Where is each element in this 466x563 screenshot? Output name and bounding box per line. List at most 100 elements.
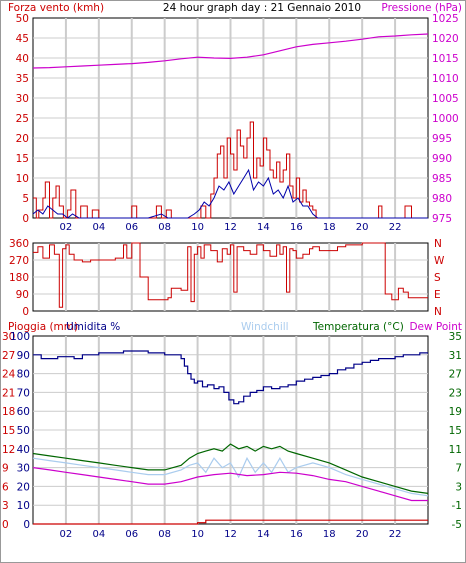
weather-x-tick-label: 06 bbox=[125, 529, 138, 540]
weather-x-tick-label: 22 bbox=[389, 529, 402, 540]
rain-y-tick-label: 12 bbox=[2, 444, 15, 456]
humidity-axis-title: Umidita % bbox=[66, 321, 120, 333]
chart-panels: 0510152025303540455097598098599099510001… bbox=[2, 13, 462, 540]
wind-y-tick-label: 10 bbox=[16, 173, 29, 185]
pressure-y-tick-label: 990 bbox=[432, 153, 452, 165]
humidity-y-tick-label: 70 bbox=[17, 387, 30, 399]
pressure-y-tick-label: 985 bbox=[432, 173, 452, 185]
weather-x-tick-label: 16 bbox=[290, 529, 303, 540]
humidity-y-tick-label: 0 bbox=[23, 519, 30, 531]
humidity-y-tick-label: 50 bbox=[17, 425, 30, 437]
weather-x-tick-label: 08 bbox=[158, 529, 171, 540]
pressure-y-tick-label: 980 bbox=[432, 193, 452, 205]
direction-y-tick-label: 180 bbox=[9, 272, 29, 284]
rain-y-tick-label: 21 bbox=[2, 387, 15, 399]
temperature-y-tick-label: 11 bbox=[449, 444, 462, 456]
compass-label: N bbox=[434, 238, 442, 250]
humidity-y-tick-label: 60 bbox=[17, 406, 30, 418]
pressure-y-tick-label: 1025 bbox=[432, 13, 459, 25]
pressure-y-tick-label: 975 bbox=[432, 213, 452, 225]
rain-series-line bbox=[33, 519, 428, 525]
weather-x-tick-label: 12 bbox=[224, 529, 237, 540]
rain-y-tick-label: 9 bbox=[2, 463, 9, 475]
rain-axis-title: Pioggia (mm) bbox=[8, 321, 78, 333]
dewpoint-label: Dew Point bbox=[409, 321, 462, 333]
wind-y-tick-label: 40 bbox=[16, 53, 29, 65]
gust-series-line bbox=[32, 168, 428, 219]
wind-y-tick-label: 0 bbox=[22, 213, 29, 225]
humidity-y-tick-label: 20 bbox=[17, 481, 30, 493]
pressure-series-line bbox=[32, 33, 429, 69]
wind-axis-title: Forza vento (kmh) bbox=[8, 2, 104, 14]
pressure-y-tick-label: 1000 bbox=[432, 113, 459, 125]
compass-label: N bbox=[434, 306, 442, 318]
pressure-y-tick-label: 1020 bbox=[432, 33, 459, 45]
temperature-y-tick-label: 3 bbox=[455, 481, 462, 493]
pressure-y-tick-label: 1005 bbox=[432, 93, 459, 105]
chart-title: 24 hour graph day : 21 Gennaio 2010 bbox=[163, 2, 361, 14]
wind-x-tick-label: 02 bbox=[60, 222, 73, 233]
weather-x-tick-label: 02 bbox=[60, 529, 73, 540]
wind-x-tick-label: 16 bbox=[290, 222, 303, 233]
humidity-y-tick-label: 100 bbox=[10, 331, 30, 343]
weather-x-tick-label: 20 bbox=[356, 529, 369, 540]
wind-y-tick-label: 45 bbox=[16, 33, 29, 45]
direction-y-tick-label: 360 bbox=[9, 238, 29, 250]
compass-label: S bbox=[434, 272, 441, 284]
wind-y-tick-label: 5 bbox=[22, 193, 29, 205]
humidity-y-tick-label: 30 bbox=[17, 463, 30, 475]
windchill-label: Windchill bbox=[241, 321, 289, 333]
temperature-y-tick-label: 19 bbox=[449, 406, 462, 418]
wind-y-tick-label: 15 bbox=[16, 153, 29, 165]
wind-y-tick-label: 20 bbox=[16, 133, 29, 145]
direction-y-tick-label: 0 bbox=[22, 306, 29, 318]
humidity-y-tick-label: 80 bbox=[17, 369, 30, 381]
rain-y-tick-label: 24 bbox=[2, 369, 16, 381]
rain-y-tick-label: 27 bbox=[2, 350, 15, 362]
temperature-y-tick-label: 35 bbox=[449, 331, 462, 343]
pressure-axis-title: Pressione (hPa) bbox=[381, 2, 462, 14]
weather-x-tick-label: 04 bbox=[92, 529, 105, 540]
wind-x-tick-label: 08 bbox=[158, 222, 171, 233]
wind-x-tick-label: 04 bbox=[92, 222, 105, 233]
wind-y-tick-label: 30 bbox=[16, 93, 29, 105]
temperature-y-tick-label: 15 bbox=[449, 425, 462, 437]
temperature-y-tick-label: -5 bbox=[452, 519, 462, 531]
wind-x-tick-label: 10 bbox=[191, 222, 204, 233]
windchill-series-line bbox=[32, 456, 429, 497]
pressure-y-tick-label: 1010 bbox=[432, 73, 459, 85]
humidity-y-tick-label: 40 bbox=[17, 444, 30, 456]
direction-y-tick-label: 270 bbox=[9, 255, 29, 267]
wind-y-tick-label: 50 bbox=[16, 13, 29, 25]
rain-y-tick-label: 3 bbox=[2, 500, 9, 512]
humidity-y-tick-label: 10 bbox=[17, 500, 30, 512]
wind-y-tick-label: 35 bbox=[16, 73, 29, 85]
wind-x-tick-label: 06 bbox=[125, 222, 138, 233]
wind-x-tick-label: 12 bbox=[224, 222, 237, 233]
weather-x-tick-label: 18 bbox=[323, 529, 336, 540]
rain-y-tick-label: 30 bbox=[2, 331, 15, 343]
wind-y-tick-label: 25 bbox=[16, 113, 29, 125]
weather-x-tick-label: 14 bbox=[257, 529, 270, 540]
temperature-y-tick-label: 23 bbox=[449, 387, 462, 399]
dewpoint-series-line bbox=[32, 467, 428, 502]
wind-x-tick-label: 20 bbox=[356, 222, 369, 233]
direction-y-tick-label: 90 bbox=[16, 289, 29, 301]
temperature-y-tick-label: -1 bbox=[452, 500, 462, 512]
rain-y-tick-label: 15 bbox=[2, 425, 15, 437]
wind-x-tick-label: 22 bbox=[389, 222, 402, 233]
wind-x-tick-label: 14 bbox=[257, 222, 270, 233]
compass-label: W bbox=[434, 255, 445, 267]
temperature-y-tick-label: 31 bbox=[449, 350, 462, 362]
temperature-y-tick-label: 27 bbox=[449, 369, 462, 381]
temperature-y-tick-label: 7 bbox=[455, 463, 462, 475]
compass-label: E bbox=[434, 289, 441, 301]
rain-y-tick-label: 0 bbox=[2, 519, 9, 531]
humidity-series-line bbox=[33, 350, 428, 405]
rain-y-tick-label: 6 bbox=[2, 481, 9, 493]
humidity-y-tick-label: 90 bbox=[17, 350, 30, 362]
pressure-y-tick-label: 995 bbox=[432, 133, 452, 145]
wind-x-tick-label: 18 bbox=[323, 222, 336, 233]
